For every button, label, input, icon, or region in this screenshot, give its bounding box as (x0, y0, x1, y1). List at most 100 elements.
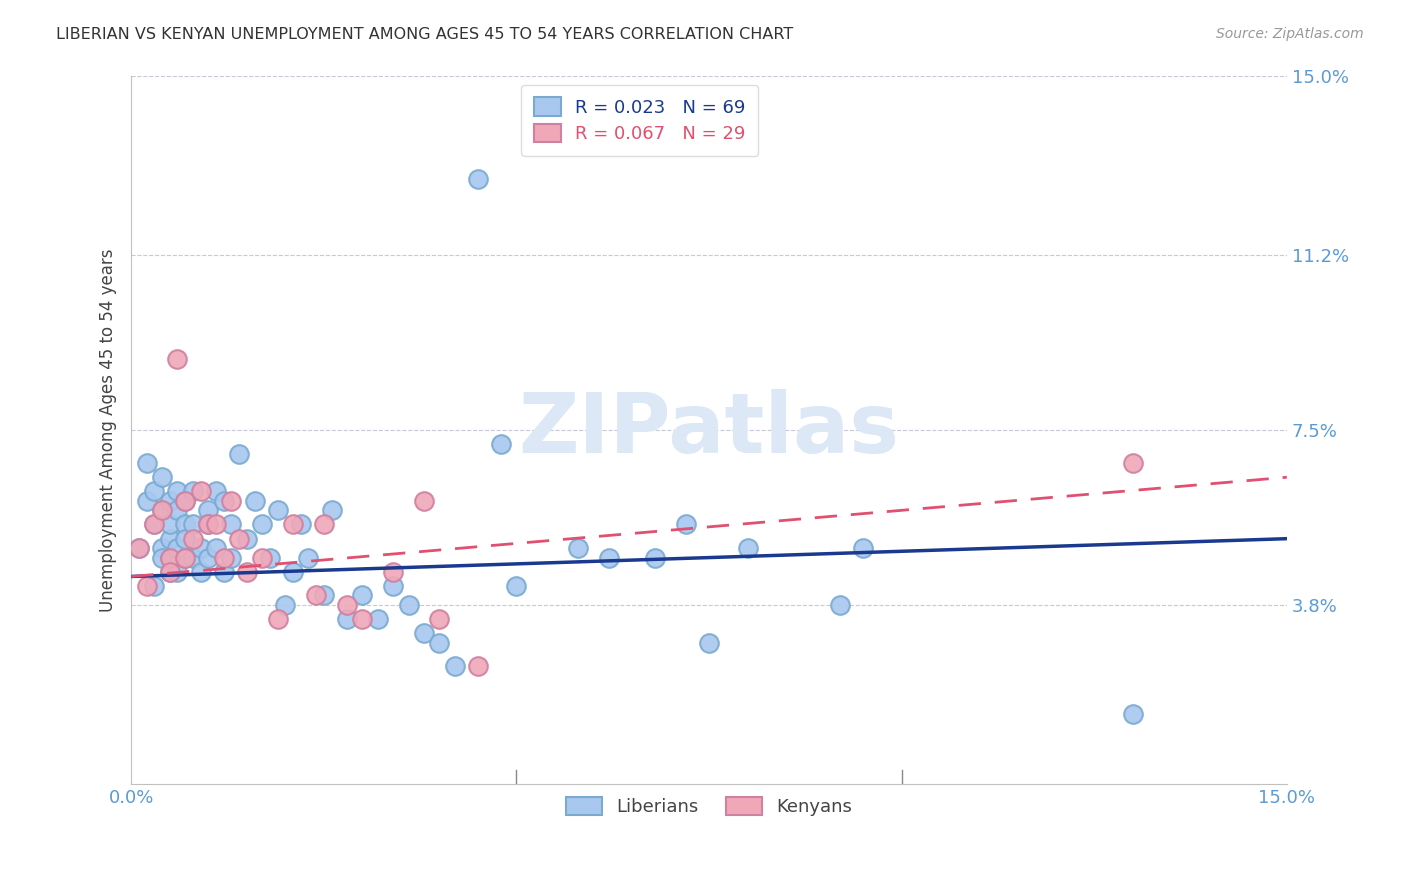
Point (312, 517, 335, 532)
Point (228, 532, 250, 546)
Point (150, 550, 173, 565)
Point (221, 494, 243, 508)
Point (143, 579, 166, 593)
Point (505, 579, 527, 593)
Point (1122, 456, 1144, 470)
Point (382, 565, 405, 579)
Point (290, 517, 312, 532)
Point (143, 484, 166, 499)
Point (281, 517, 304, 532)
Point (159, 517, 181, 532)
Legend: Liberians, Kenyans: Liberians, Kenyans (557, 788, 862, 825)
Point (159, 550, 181, 565)
Point (174, 494, 197, 508)
Point (205, 541, 228, 555)
Point (297, 550, 319, 565)
Point (828, 598, 851, 612)
Point (174, 550, 197, 565)
Point (166, 352, 188, 367)
Point (190, 484, 212, 499)
Point (236, 565, 259, 579)
Point (174, 532, 197, 546)
Point (174, 494, 197, 508)
Point (221, 517, 243, 532)
Point (697, 635, 720, 649)
Point (221, 550, 243, 565)
Point (336, 598, 359, 612)
Point (266, 612, 288, 626)
Point (128, 541, 150, 555)
Point (166, 484, 188, 499)
Point (250, 550, 273, 565)
Point (150, 541, 173, 555)
Point (197, 517, 219, 532)
Point (236, 532, 259, 546)
Point (250, 517, 273, 532)
Point (367, 612, 389, 626)
Point (598, 550, 620, 565)
Y-axis label: Unemployment Among Ages 45 to 54 years: Unemployment Among Ages 45 to 54 years (100, 248, 117, 612)
Point (166, 503, 188, 517)
Point (197, 517, 219, 532)
Point (190, 565, 212, 579)
Point (143, 517, 166, 532)
Point (159, 532, 181, 546)
Point (181, 517, 204, 532)
Point (429, 612, 451, 626)
Point (336, 612, 359, 626)
Point (174, 517, 197, 532)
Point (429, 635, 451, 649)
Point (150, 470, 173, 484)
Point (135, 456, 157, 470)
Point (737, 541, 759, 555)
Point (205, 484, 228, 499)
Point (174, 550, 197, 565)
Point (212, 550, 235, 565)
Point (143, 517, 166, 532)
Point (212, 494, 235, 508)
Point (135, 494, 157, 508)
Point (1122, 706, 1144, 721)
Point (413, 626, 436, 640)
Point (489, 437, 512, 451)
Point (467, 659, 489, 673)
Point (159, 550, 181, 565)
Point (852, 541, 875, 555)
Point (467, 172, 489, 186)
Point (135, 579, 157, 593)
Text: Source: ZipAtlas.com: Source: ZipAtlas.com (1216, 27, 1364, 41)
Point (166, 541, 188, 555)
Point (281, 565, 304, 579)
Point (644, 550, 666, 565)
Point (197, 550, 219, 565)
Text: ZIPatlas: ZIPatlas (519, 390, 900, 470)
Point (413, 494, 436, 508)
Point (166, 565, 188, 579)
Point (205, 517, 228, 532)
Point (259, 550, 281, 565)
Point (243, 494, 266, 508)
Point (181, 484, 204, 499)
Point (266, 503, 288, 517)
Point (305, 588, 328, 602)
Point (382, 579, 405, 593)
Point (567, 541, 589, 555)
Point (159, 565, 181, 579)
Point (128, 541, 150, 555)
Point (321, 503, 343, 517)
Point (159, 494, 181, 508)
Text: LIBERIAN VS KENYAN UNEMPLOYMENT AMONG AGES 45 TO 54 YEARS CORRELATION CHART: LIBERIAN VS KENYAN UNEMPLOYMENT AMONG AG… (56, 27, 793, 42)
Point (190, 541, 212, 555)
Point (212, 565, 235, 579)
Point (150, 503, 173, 517)
Point (398, 598, 420, 612)
Point (312, 588, 335, 602)
Point (181, 550, 204, 565)
Point (159, 565, 181, 579)
Point (352, 588, 374, 602)
Point (181, 532, 204, 546)
Point (274, 598, 297, 612)
Point (150, 503, 173, 517)
Point (197, 503, 219, 517)
Point (228, 447, 250, 461)
